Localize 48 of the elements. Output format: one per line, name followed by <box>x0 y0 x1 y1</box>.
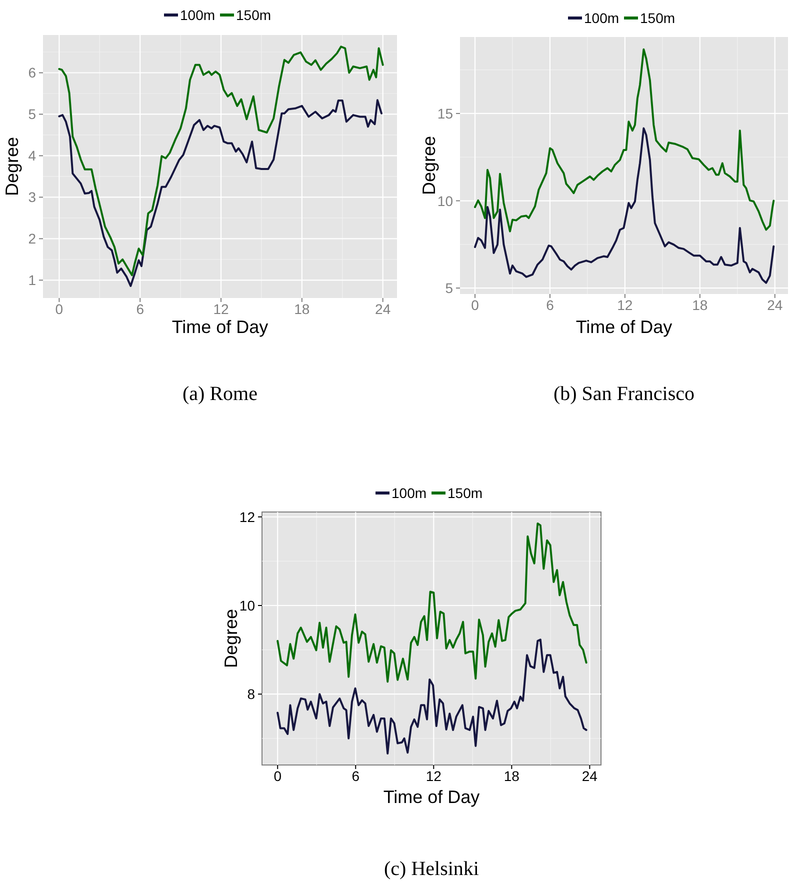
y-tick-label: 10 <box>239 597 256 614</box>
y-tick-label: 15 <box>437 105 454 122</box>
legend-label: 100m <box>392 485 427 501</box>
y-tick-label: 6 <box>28 64 36 81</box>
x-tick-label: 12 <box>617 297 633 313</box>
legend-label: 150m <box>236 7 272 23</box>
x-tick-label: 6 <box>546 297 554 313</box>
y-axis-title: Degree <box>419 136 439 196</box>
line-series <box>276 522 588 683</box>
x-tick-label: 18 <box>504 768 520 784</box>
x-tick-label: 24 <box>767 297 783 313</box>
text: (b) San Francisco <box>553 383 695 405</box>
x-tick-label: 24 <box>375 301 391 317</box>
line-series <box>276 638 588 754</box>
x-tick-label: 24 <box>582 768 598 784</box>
x-tick-label: 0 <box>55 301 64 317</box>
y-tick-label: 8 <box>247 686 256 702</box>
line-series <box>474 48 775 232</box>
y-tick-label: 5 <box>445 280 454 296</box>
legend-label: 150m <box>448 485 483 501</box>
text: (c) Helsinki <box>384 858 480 880</box>
x-tick-label: 6 <box>136 301 144 317</box>
y-tick-label: 12 <box>239 508 256 525</box>
legend-label: 100m <box>584 10 620 26</box>
x-tick-label: 12 <box>213 301 230 317</box>
x-tick-label: 12 <box>426 768 442 784</box>
x-axis-title: Time of Day <box>383 787 480 807</box>
y-tick-label: 5 <box>28 106 36 122</box>
y-tick-label: 1 <box>28 272 36 288</box>
line-series <box>58 46 384 276</box>
x-tick-label: 18 <box>692 297 708 313</box>
y-tick-label: 3 <box>28 189 36 206</box>
y-tick-label: 2 <box>28 230 36 247</box>
y-axis-title: Degree <box>221 608 241 668</box>
text: (a) Rome <box>182 383 258 405</box>
y-axis-title: Degree <box>2 136 22 196</box>
x-axis-title: Time of Day <box>576 317 672 337</box>
x-tick-label: 0 <box>471 297 480 313</box>
line-series <box>474 127 775 284</box>
y-tick-label: 10 <box>437 192 454 209</box>
legend-label: 150m <box>640 10 676 26</box>
x-axis-title: Time of Day <box>172 317 268 337</box>
y-tick-label: 4 <box>28 148 36 164</box>
x-tick-label: 0 <box>274 768 282 784</box>
legend-label: 100m <box>180 7 216 23</box>
x-tick-label: 6 <box>352 768 360 784</box>
line-series <box>58 99 382 287</box>
x-tick-label: 18 <box>294 301 310 317</box>
